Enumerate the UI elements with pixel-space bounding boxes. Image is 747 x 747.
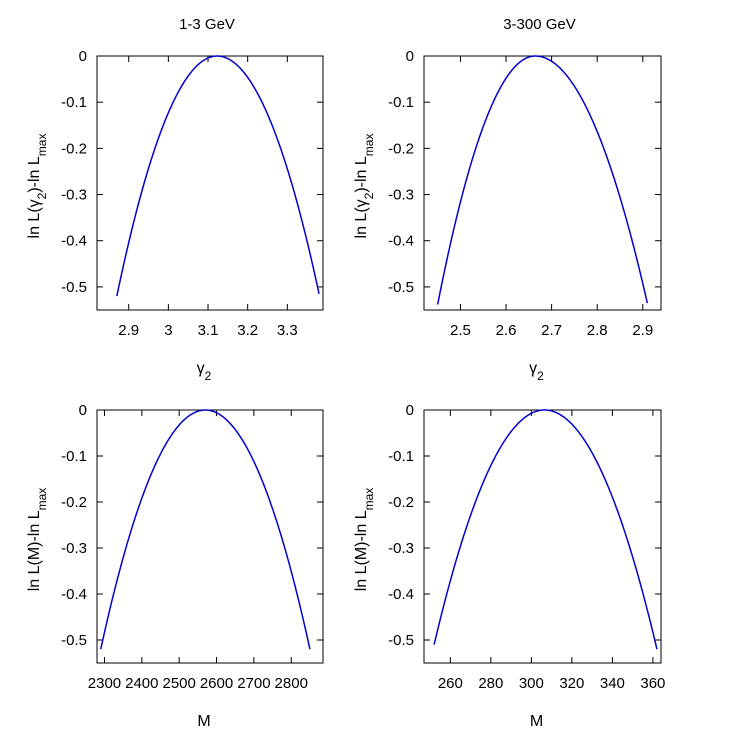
y-tick-label: -0.1 bbox=[388, 448, 414, 465]
y-tick-label: -0.3 bbox=[388, 540, 414, 557]
x-tick-label: 2400 bbox=[125, 675, 158, 692]
x-axis-label: γ2 bbox=[529, 360, 544, 383]
x-tick-label: 360 bbox=[640, 675, 665, 692]
x-axis-label: M bbox=[197, 713, 210, 730]
likelihood-curve bbox=[436, 55, 649, 305]
x-tick-label: 2300 bbox=[88, 675, 121, 692]
y-tick-label: -0.4 bbox=[61, 233, 87, 250]
likelihood-curve bbox=[116, 55, 320, 297]
y-axis-label: ln L(M)-ln Lmax bbox=[353, 488, 376, 592]
x-tick-label: 2.9 bbox=[632, 322, 653, 339]
chart-panel-4: 0 -0.1 -0.2 -0.3 -0.4 -0.5 260 280 300 320 340 360 M… bbox=[353, 402, 665, 730]
x-tick-label: 2.5 bbox=[450, 322, 471, 339]
y-tick-label: 0 bbox=[406, 402, 414, 419]
y-tick-label: -0.2 bbox=[388, 494, 414, 511]
y-tick-label: 0 bbox=[406, 48, 414, 65]
y-tick-label: -0.4 bbox=[388, 233, 414, 250]
x-tick-label: 3 bbox=[164, 322, 172, 339]
x-tick-label: 340 bbox=[600, 675, 625, 692]
x-tick-label: 2.6 bbox=[496, 322, 517, 339]
chart-panel-2: 0 -0.1 -0.2 -0.3 -0.4 -0.5 2.5 2.6 2.7 2.8 2.9 3-30… bbox=[353, 16, 662, 383]
x-tick-label: 2.7 bbox=[541, 322, 562, 339]
y-axis-label: ln L(M)-ln Lmax bbox=[26, 488, 49, 592]
plot-frame bbox=[96, 409, 324, 664]
x-axis-label: M bbox=[530, 713, 543, 730]
y-tick-label: -0.4 bbox=[388, 586, 414, 603]
x-tick-label: 2.9 bbox=[118, 322, 139, 339]
y-tick-label: -0.1 bbox=[61, 94, 87, 111]
x-tick-label: 320 bbox=[559, 675, 584, 692]
y-tick-label: 0 bbox=[79, 402, 87, 419]
y-axis-label: ln L(γ2)-ln Lmax bbox=[26, 134, 49, 239]
x-tick-label: 280 bbox=[478, 675, 503, 692]
x-tick-label: 2700 bbox=[237, 675, 270, 692]
plot-frame bbox=[423, 409, 662, 664]
y-tick-label: -0.3 bbox=[61, 540, 87, 557]
y-tick-label: -0.3 bbox=[388, 187, 414, 204]
y-tick-label: 0 bbox=[79, 48, 87, 65]
y-tick-label: -0.5 bbox=[61, 279, 87, 296]
y-tick-label: -0.1 bbox=[388, 94, 414, 111]
x-tick-label: 3.1 bbox=[198, 322, 219, 339]
x-tick-label: 3.3 bbox=[277, 322, 298, 339]
plot-frame bbox=[423, 55, 662, 311]
y-axis-label: ln L(γ2)-ln Lmax bbox=[353, 134, 376, 239]
x-tick-label: 2500 bbox=[162, 675, 195, 692]
chart-panel-3: 0 -0.1 -0.2 -0.3 -0.4 -0.5 2300 2400 2500 2600 270… bbox=[26, 402, 324, 730]
y-tick-label: -0.1 bbox=[61, 448, 87, 465]
x-tick-label: 2800 bbox=[275, 675, 308, 692]
likelihood-curve bbox=[100, 409, 311, 650]
x-tick-label: 2.8 bbox=[587, 322, 608, 339]
x-axis-label: γ2 bbox=[197, 360, 212, 383]
y-tick-label: -0.5 bbox=[388, 632, 414, 649]
y-tick-label: -0.3 bbox=[61, 187, 87, 204]
x-tick-label: 3.2 bbox=[237, 322, 258, 339]
y-tick-label: -0.2 bbox=[61, 494, 87, 511]
panel-title: 3-300 GeV bbox=[503, 16, 576, 33]
panel-title: 1-3 GeV bbox=[179, 16, 235, 33]
y-tick-label: -0.5 bbox=[388, 279, 414, 296]
y-tick-label: -0.4 bbox=[61, 586, 87, 603]
plot-frame bbox=[96, 55, 324, 311]
x-tick-label: 2600 bbox=[200, 675, 233, 692]
x-tick-label: 260 bbox=[438, 675, 463, 692]
chart-panel-1: 0 -0.1 -0.2 -0.3 -0.4 -0.5 2.9 3 3.1 3.2 3.3 1-3 Ge… bbox=[26, 16, 324, 383]
y-tick-label: -0.5 bbox=[61, 632, 87, 649]
x-tick-label: 300 bbox=[519, 675, 544, 692]
likelihood-curve bbox=[433, 409, 658, 650]
y-tick-label: -0.2 bbox=[388, 140, 414, 157]
y-tick-label: -0.2 bbox=[61, 140, 87, 157]
